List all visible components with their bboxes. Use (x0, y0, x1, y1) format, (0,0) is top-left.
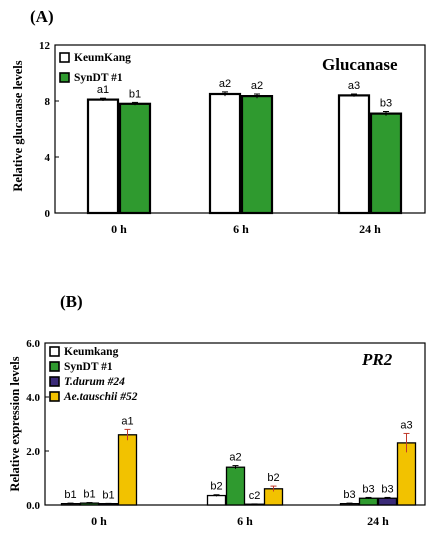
panel-b-ytick-label: 4.0 (26, 392, 40, 404)
panel-a-bar (369, 112, 403, 215)
panel-b-ytick-label: 0.0 (26, 500, 40, 512)
panel-b-significance-label: b2 (267, 472, 279, 484)
panel-b-significance-label: b1 (64, 489, 76, 501)
panel-b-significance-label: b2 (210, 481, 222, 493)
panel-a-title: Glucanase (322, 55, 398, 74)
panel-b-category-label: 6 h (237, 514, 253, 528)
panel-b-significance-label: a2 (229, 452, 241, 464)
panel-a-category-label: 6 h (233, 222, 249, 236)
panel-a-bar (208, 92, 242, 215)
panel-a-legend-swatch (59, 52, 70, 63)
panel-b-bar (117, 434, 138, 506)
panel-a-bar (240, 94, 274, 215)
panel-a-significance-label: b3 (380, 98, 392, 110)
panel-a-bar (86, 98, 120, 215)
panel-a-legend-label: SynDT #1 (74, 72, 123, 84)
panel-b-label: (B) (60, 292, 83, 311)
plots-layer: 0 4 8 12 0 h 6 h 24 h a1 a2 a3 b1 a2 b3 KeumKang SynDT… (26, 40, 426, 528)
panel-b-legend-swatch (49, 361, 60, 372)
panel-b-legend-swatch (49, 376, 60, 387)
panel-b-bar (358, 497, 379, 506)
panel-b-legend-swatch (49, 346, 60, 357)
panel-a-significance-label: a1 (97, 84, 109, 96)
panel-b-title: PR2 (361, 350, 393, 369)
panel-b-ytick-label: 6.0 (26, 338, 40, 350)
panel-a-label: (A) (30, 7, 54, 26)
panel-b-y-axis-label: Relative expression levels (8, 356, 22, 491)
panel-a-category-label: 24 h (359, 222, 381, 236)
panel-a-y-axis-label: Relative glucanase levels (11, 60, 25, 191)
panel-b-legend-swatch (49, 391, 60, 402)
panel-b-significance-label: b1 (83, 489, 95, 501)
panel-b-ytick-label: 2.0 (26, 446, 40, 458)
panel-a-legend-swatch (59, 72, 70, 83)
panel-a-category-label: 0 h (111, 222, 127, 236)
panel-b-legend-label: SynDT #1 (64, 361, 113, 373)
panel-b-legend-label: T.durum #24 (64, 376, 125, 388)
panel-b-category-label: 0 h (91, 514, 107, 528)
panel-b-significance-label: a1 (121, 415, 133, 427)
panel-a-significance-label: a2 (219, 78, 231, 90)
panel-a-significance-label: a2 (251, 80, 263, 92)
panel-b-significance-label: b3 (343, 489, 355, 501)
panel-a-ytick-label: 4 (45, 152, 51, 164)
panel-b-significance-label: b3 (381, 483, 393, 495)
panel-b-category-label: 24 h (367, 514, 389, 528)
panel-a-ytick-label: 0 (45, 208, 51, 220)
panel-b-legend-label: Ae.tauschii #52 (63, 391, 138, 403)
panel-b-bar (377, 497, 398, 506)
panel-b-significance-label: b3 (362, 483, 374, 495)
panel-b-significance-label: b1 (102, 489, 114, 501)
panel-b-legend-label: Keumkang (64, 346, 119, 358)
panel-b-significance-label: c2 (249, 490, 261, 502)
panel-b-significance-label: a3 (400, 419, 412, 431)
panel-b-bar (206, 494, 227, 506)
panel-a-bar (337, 94, 371, 215)
panel-a-legend-label: KeumKang (74, 52, 131, 64)
panel-b-bar (225, 466, 246, 506)
panel-a-ytick-label: 8 (45, 96, 51, 108)
panel-a-significance-label: b1 (129, 88, 141, 100)
panel-a-ytick-label: 12 (39, 40, 51, 52)
panel-a-bar (118, 102, 152, 215)
panel-a-significance-label: a3 (348, 80, 360, 92)
